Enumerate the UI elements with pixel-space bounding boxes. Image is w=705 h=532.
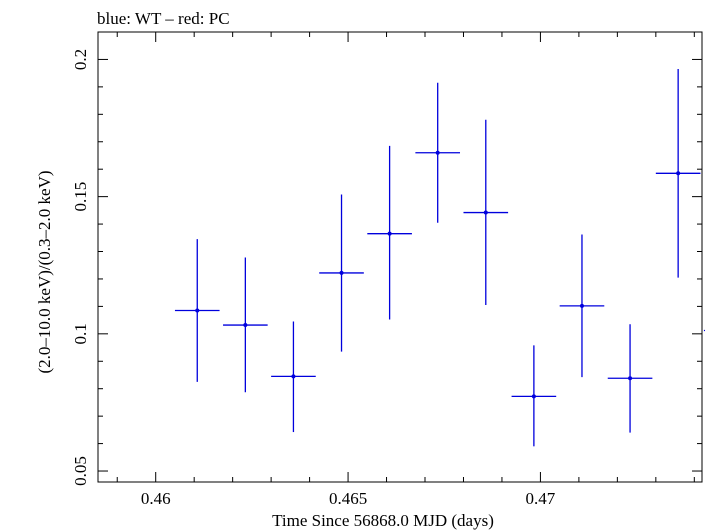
data-point [415,82,461,223]
point-marker [339,270,344,275]
point-marker [676,171,681,176]
data-point [655,69,701,278]
data-point [367,145,412,320]
y-tick-label: 0.05 [71,456,90,486]
data-point [174,239,220,382]
point-marker [628,376,633,381]
data-point [271,321,316,433]
y-tick-label: 0.2 [71,49,90,70]
data-point [511,345,557,447]
chart-title: blue: WT – red: PC [97,9,230,28]
plot-frame [97,31,703,483]
point-marker [243,323,248,328]
y-tick-label: 0.1 [71,323,90,344]
data-point [559,234,605,378]
point-marker [387,231,392,236]
data-point [463,119,509,306]
axis-ticks: 0.46 0.465 0.47 0.05 0.1 0.15 0.2 [71,31,702,508]
y-tick-label: 0.15 [71,182,90,212]
x-tick-label: 0.465 [329,489,367,508]
x-axis-label: Time Since 56868.0 MJD (days) [272,511,494,530]
data-point [319,194,364,352]
data-point [223,257,268,393]
point-marker [531,394,536,399]
x-tick-label: 0.47 [526,489,556,508]
point-marker [435,150,440,155]
data-marks [174,69,705,447]
point-marker [483,210,488,215]
point-marker [291,374,296,379]
point-marker [579,303,584,308]
data-point [607,324,653,433]
x-tick-label: 0.46 [141,489,171,508]
y-axis-label: (2.0–10.0 keV)/(0.3–2.0 keV) [35,170,54,373]
point-marker [195,308,200,313]
